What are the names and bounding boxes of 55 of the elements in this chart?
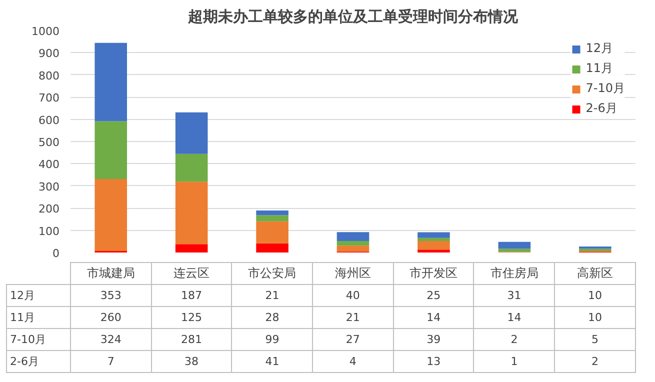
data-label: 2: [474, 328, 555, 350]
data-label: 41: [232, 350, 313, 372]
data-label: 99: [232, 328, 313, 350]
data-label: 4: [312, 350, 394, 372]
data-label: 10: [554, 284, 636, 306]
text: 12月: [10, 288, 35, 302]
data-label: 5: [554, 328, 636, 350]
x-tick-label: 市住房局: [474, 262, 555, 284]
y-tick-label: 200: [38, 202, 60, 216]
y-tick-label: 400: [38, 158, 60, 172]
y-tick-label: 900: [38, 47, 60, 60]
data-label: 14: [393, 306, 474, 328]
y-tick-label: 800: [38, 69, 60, 82]
legend-label: 11月: [586, 60, 614, 77]
y-tick-label: 1000: [32, 25, 60, 38]
data-label: 7: [70, 350, 152, 372]
y-tick-label: 600: [38, 114, 60, 127]
y-tick-label: 300: [38, 180, 60, 194]
data-label: 14: [474, 306, 555, 328]
data-label: 21: [232, 284, 313, 306]
chart-title: 超期未办工单较多的单位及工单受理时间分布情况: [187, 8, 519, 26]
data-label: 31: [474, 284, 555, 306]
data-label: 28: [232, 306, 313, 328]
x-tick-label: 连云区: [151, 262, 232, 284]
data-label: 40: [312, 284, 394, 306]
data-label: 353: [70, 284, 152, 306]
data-label: 13: [393, 350, 474, 372]
data-label: 38: [151, 350, 232, 372]
text: 7-10月: [10, 332, 46, 346]
data-label: 39: [393, 328, 474, 350]
x-tick-label: 高新区: [554, 262, 636, 284]
x-tick-label: 海州区: [312, 262, 394, 284]
data-label: 324: [70, 328, 152, 350]
legend-label: 7-10月: [586, 80, 625, 97]
x-tick-label: 市公安局: [232, 262, 313, 284]
data-label: 10: [554, 306, 636, 328]
text: 2-6月: [10, 354, 39, 368]
x-tick-label: 市开发区: [393, 262, 474, 284]
data-label: 21: [312, 306, 394, 328]
y-tick-label: 0: [52, 247, 60, 260]
data-label: 1: [474, 350, 555, 372]
legend-label: 12月: [586, 40, 614, 57]
y-tick-label: 500: [38, 136, 60, 149]
data-label: 27: [312, 328, 394, 350]
data-label: 125: [151, 306, 232, 328]
data-label: 2: [554, 350, 636, 372]
x-tick-label: 市城建局: [70, 262, 152, 284]
data-label: 187: [151, 284, 232, 306]
y-tick-label: 100: [38, 224, 60, 238]
data-label: 281: [151, 328, 232, 350]
text: 11月: [10, 310, 35, 324]
legend-label: 2-6月: [586, 100, 618, 117]
data-label: 25: [393, 284, 474, 306]
y-tick-label: 700: [38, 92, 60, 105]
data-label: 260: [70, 306, 152, 328]
